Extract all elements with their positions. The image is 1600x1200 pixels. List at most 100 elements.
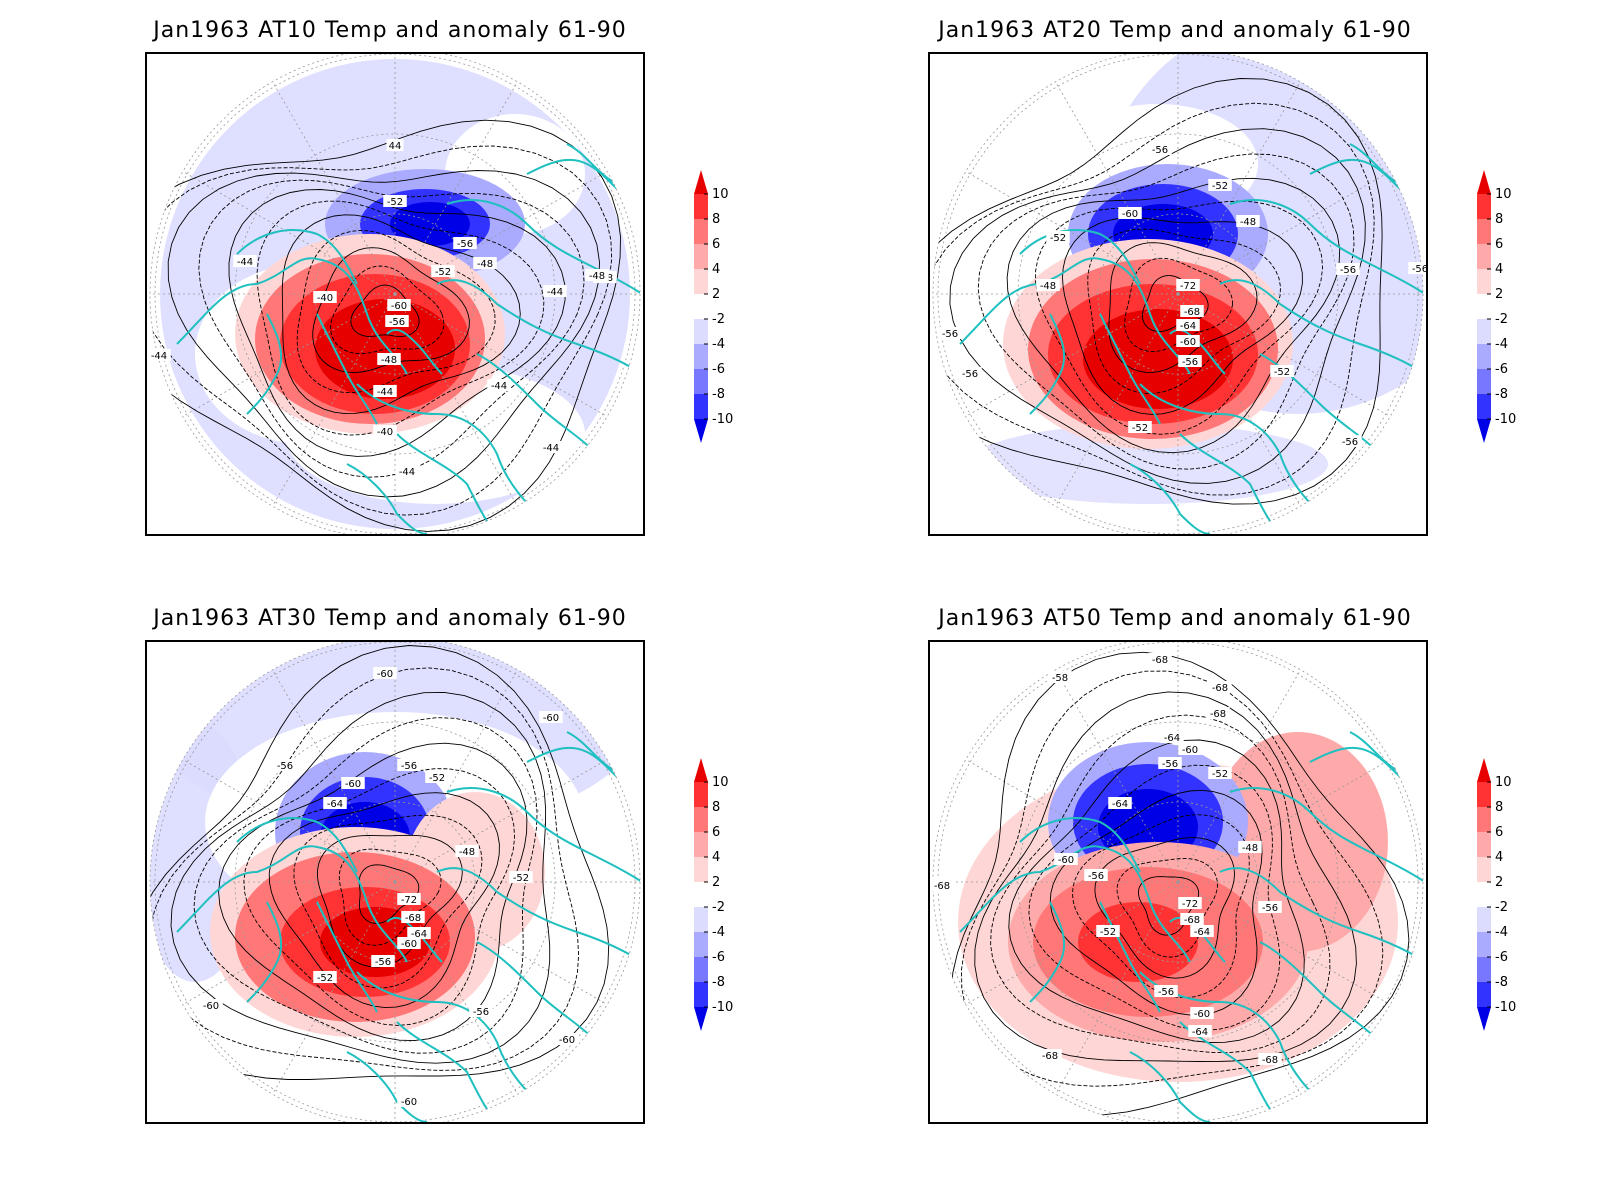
contour-label: -56 xyxy=(375,957,391,968)
contour-label: 44 xyxy=(389,141,402,152)
coastline xyxy=(1219,279,1423,375)
contour-label-background xyxy=(487,379,511,391)
contour-label: -40 xyxy=(317,293,333,304)
contour-label-background xyxy=(938,327,962,339)
contour-label-background xyxy=(1208,681,1232,693)
longitude-line xyxy=(394,669,518,883)
colorbar-segment xyxy=(694,807,708,832)
colorbar-segment xyxy=(694,219,708,244)
contour-label-background xyxy=(401,911,425,923)
contour-label: -60 xyxy=(1058,855,1074,866)
temperature-contour xyxy=(1137,876,1200,936)
temperature-contour xyxy=(1062,217,1303,415)
temperature-contour xyxy=(1072,814,1250,999)
contour-label: -56 xyxy=(473,1007,489,1018)
colorbar-tick-label: -2 xyxy=(712,312,725,327)
anomaly-shading xyxy=(968,424,1328,504)
longitude-line xyxy=(394,81,518,295)
contour-label: -44 xyxy=(491,381,507,392)
coastline xyxy=(959,845,1191,963)
panel-title-at10: Jan1963 AT10 Temp and anomaly 61-90 xyxy=(153,18,627,43)
colorbar-segment xyxy=(694,244,708,269)
contour-label-background xyxy=(371,955,395,967)
contour-label: -56 xyxy=(1182,357,1198,368)
colorbar-segment xyxy=(1477,294,1491,319)
colorbar-bottom-arrow xyxy=(694,1007,708,1031)
contour-label-background xyxy=(397,1095,421,1107)
contour-label: -68 xyxy=(1184,307,1200,318)
temperature-contour xyxy=(1116,858,1218,958)
temperature-contour xyxy=(977,153,1355,470)
temperature-contour xyxy=(933,102,1375,496)
coastline xyxy=(446,787,640,883)
contour-label: -68 xyxy=(1184,915,1200,926)
colorbar-tick-label: 10 xyxy=(1495,775,1512,790)
temperature-contour xyxy=(350,284,420,337)
contour-label: -56 xyxy=(1412,264,1426,275)
colorbar-segment xyxy=(1477,882,1491,907)
temperature-contour xyxy=(150,119,621,532)
contour-label: -52 xyxy=(387,197,403,208)
contour-label-background xyxy=(1054,853,1078,865)
colorbar-tick-label: -2 xyxy=(712,900,725,915)
contour-label-background xyxy=(1176,319,1200,331)
contour-label: -64 xyxy=(327,799,343,810)
contour-label-background xyxy=(1128,421,1152,433)
contour-label: -44 xyxy=(547,287,563,298)
contour-label: -52 xyxy=(317,973,333,984)
coastline xyxy=(1019,817,1141,873)
contour-label-background xyxy=(1176,279,1200,291)
contour-label-background xyxy=(1108,797,1132,809)
contour-label: -68 xyxy=(405,913,421,924)
contour-label-background xyxy=(539,711,563,723)
coastline xyxy=(959,257,1191,375)
contour-label-background xyxy=(377,353,401,365)
map-at50: -68 -58 -68 -68 -64 -60 -56 -52 -64 -48 -60 -56 -68-… xyxy=(928,640,1428,1124)
contour-label: -52 xyxy=(429,773,445,784)
temperature-contour xyxy=(933,78,1383,505)
contour-label-background xyxy=(1190,1007,1214,1019)
coastline xyxy=(1099,313,1161,425)
colorbar-top-arrow xyxy=(1477,170,1491,194)
colorbar-segment xyxy=(694,294,708,319)
panel-title-at20: Jan1963 AT20 Temp and anomaly 61-90 xyxy=(938,18,1412,43)
temperature-contour xyxy=(312,247,470,374)
contour-label: -44 xyxy=(543,443,559,454)
contour-label: -52 xyxy=(1212,769,1228,780)
contour-label-background xyxy=(199,999,223,1011)
colorbar-segment xyxy=(694,932,708,957)
contour-label: -64 xyxy=(1192,1027,1208,1038)
coastline xyxy=(236,817,358,873)
map-boundary xyxy=(149,642,641,1122)
contour-label: -52 xyxy=(1050,233,1066,244)
contour-label-background xyxy=(313,291,337,303)
colorbar-tick-label: 4 xyxy=(712,850,720,865)
contour-label-background xyxy=(1038,1049,1062,1061)
colorbar-tick-label: -10 xyxy=(712,412,733,427)
contour-label: -60 xyxy=(377,669,393,680)
contour-label-background xyxy=(1206,707,1230,719)
temperature-contour xyxy=(1028,764,1281,1031)
panel-title-at30: Jan1963 AT30 Temp and anomaly 61-90 xyxy=(153,606,627,631)
colorbar-segment xyxy=(1477,932,1491,957)
anomaly-shading xyxy=(315,299,455,399)
temperature-contour xyxy=(193,717,538,1054)
longitude-line xyxy=(1177,171,1391,295)
colorbar-segment xyxy=(1477,957,1491,982)
colorbar-segment xyxy=(1477,244,1491,269)
contour-label: -48 xyxy=(1040,281,1056,292)
contour-label-background xyxy=(1036,279,1060,291)
colorbar-top-arrow xyxy=(1477,758,1491,782)
colorbar-tick-label: -8 xyxy=(712,975,725,990)
colorbar-segment xyxy=(1477,982,1491,1007)
longitude-line xyxy=(965,881,1179,1005)
contour-label: -48 xyxy=(477,259,493,270)
contour-label-background xyxy=(1046,231,1070,243)
longitude-line xyxy=(1055,81,1179,295)
contour-label-background xyxy=(1178,743,1202,755)
temperature-contour xyxy=(293,814,483,989)
longitude-line xyxy=(394,293,518,507)
contour-label-background xyxy=(385,315,409,327)
contour-label: -56 xyxy=(1340,265,1356,276)
temperature-contour xyxy=(268,792,500,1009)
